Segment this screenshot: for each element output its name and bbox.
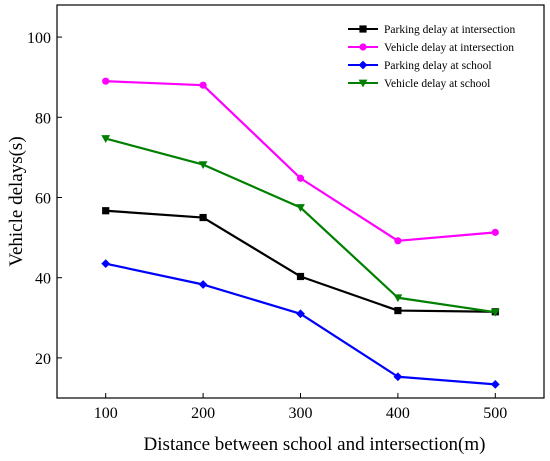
data-point-parking-delay-at-intersection	[102, 207, 110, 215]
data-point-vehicle-delay-at-school	[393, 294, 403, 303]
data-point-parking-delay-at-intersection	[296, 272, 305, 281]
data-point-vehicle-delay-at-intersection	[102, 77, 110, 85]
y-tick-label: 100	[27, 30, 51, 47]
x-axis-title: Distance between school and intersection…	[144, 434, 486, 455]
data-point-vehicle-delay-at-intersection	[199, 81, 207, 89]
axis-ticks: 100 200 300 400 500 20 40 60 80 100	[27, 30, 507, 422]
data-point-parking-delay-at-school	[393, 372, 403, 382]
legend: Parking delay at intersection Vehicle del…	[348, 24, 516, 90]
plot-marks	[101, 77, 500, 389]
legend-marker-parking-delay-at-school	[358, 60, 368, 70]
data-point-vehicle-delay-at-intersection	[296, 174, 305, 182]
series-line-parking-delay-at-intersection	[105, 209, 496, 313]
series-line-parking-delay-at-school	[105, 262, 496, 386]
x-tick-label: 500	[483, 405, 507, 422]
y-tick-label: 20	[35, 351, 51, 368]
data-point-vehicle-delay-at-school	[101, 135, 111, 143]
legend-marker-vehicle-delay-at-school	[358, 79, 368, 88]
data-point-parking-delay-at-school	[296, 309, 305, 319]
x-tick-label: 400	[386, 405, 410, 422]
y-axis-title: Vehicle delays(s)	[6, 136, 27, 266]
series-line-vehicle-delay-at-school	[105, 137, 496, 314]
data-point-parking-delay-at-school	[490, 379, 500, 389]
data-point-vehicle-delay-at-school	[490, 308, 500, 317]
y-tick-label: 60	[35, 190, 51, 207]
data-point-vehicle-delay-at-intersection	[491, 228, 499, 236]
legend-label-parking-delay-at-school: Parking delay at school	[384, 60, 492, 72]
y-tick-label: 80	[35, 110, 51, 127]
data-point-parking-delay-at-intersection	[199, 213, 207, 222]
data-point-parking-delay-at-school	[198, 280, 208, 289]
data-point-vehicle-delay-at-intersection	[394, 237, 402, 245]
data-point-parking-delay-at-school	[101, 259, 111, 269]
data-point-parking-delay-at-intersection	[394, 306, 402, 315]
legend-label-vehicle-delay-at-intersection: Vehicle delay at intersection	[384, 42, 514, 54]
legend-label-parking-delay-at-intersection: Parking delay at intersection	[384, 24, 516, 36]
x-tick-label: 100	[94, 405, 118, 422]
legend-marker-parking-delay-at-intersection	[359, 25, 367, 33]
x-tick-label: 300	[289, 405, 313, 422]
legend-label-vehicle-delay-at-school: Vehicle delay at school	[384, 78, 490, 90]
data-point-vehicle-delay-at-school	[198, 161, 208, 170]
x-tick-label: 200	[191, 405, 215, 422]
legend-marker-vehicle-delay-at-intersection	[359, 43, 367, 51]
y-tick-label: 40	[35, 271, 51, 288]
series-line-vehicle-delay-at-intersection	[105, 80, 496, 242]
data-point-vehicle-delay-at-school	[296, 204, 305, 212]
